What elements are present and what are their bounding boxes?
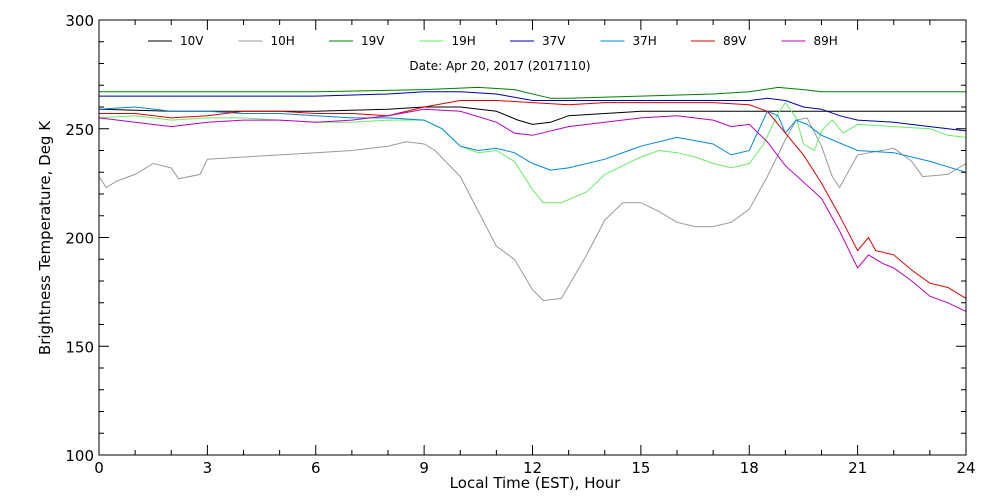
- series-line-89h: [98, 108, 967, 312]
- series-line-10v: [98, 106, 966, 125]
- series-line-37h: [98, 106, 967, 173]
- tick-layer: 0 3 6 9 12 15 18 21 24 100 150 200 250 300: [65, 12, 975, 477]
- legend-label: 10H: [271, 34, 295, 48]
- legend-item-19v: 19V: [329, 34, 385, 48]
- y-tick-label: 300: [65, 12, 94, 30]
- y-axis-title: Brightness Temperature, Deg K: [36, 120, 54, 355]
- x-tick-label: 18: [740, 459, 759, 477]
- legend-label: 89H: [814, 34, 838, 48]
- legend-label: 37V: [542, 34, 566, 48]
- x-tick-label: 0: [94, 459, 104, 477]
- legend-item-37v: 37V: [510, 34, 566, 48]
- legend-item-10v: 10V: [148, 34, 204, 48]
- x-tick-label: 3: [203, 459, 213, 477]
- legend-item-10h: 10H: [238, 34, 295, 48]
- x-tick-label: 24: [956, 459, 975, 477]
- y-tick-label: 100: [65, 447, 94, 465]
- legend-item-89v: 89V: [691, 34, 747, 48]
- legend-item-19h: 19H: [419, 34, 476, 48]
- series-line-37v: [99, 91, 967, 132]
- legend-label: 19V: [361, 34, 385, 48]
- series-line-19v: [99, 86, 966, 99]
- legend-item-37h: 37H: [600, 34, 657, 48]
- x-tick-label: 12: [523, 459, 542, 477]
- x-tick-label: 9: [419, 459, 429, 477]
- legend: 10V 10H 19V 19H 37V 37H 89V 89H: [148, 34, 838, 48]
- series-line-89v: [99, 100, 967, 299]
- x-tick-label: 21: [848, 459, 867, 477]
- series-line-19h: [98, 101, 967, 204]
- y-tick-label: 150: [65, 338, 94, 356]
- series-line-10h: [98, 117, 967, 302]
- plot-frame: [98, 19, 967, 456]
- legend-label: 19H: [452, 34, 476, 48]
- chart-title: Date: Apr 20, 2017 (2017110): [409, 59, 590, 73]
- x-tick-label: 6: [311, 459, 321, 477]
- y-tick-label: 250: [65, 121, 94, 139]
- legend-label: 89V: [723, 34, 747, 48]
- series-layer: [98, 86, 967, 312]
- x-axis-title: Local Time (EST), Hour: [450, 474, 621, 492]
- x-tick-label: 15: [631, 459, 650, 477]
- legend-item-89h: 89H: [781, 34, 838, 48]
- y-tick-label: 200: [65, 230, 94, 248]
- legend-label: 10V: [180, 34, 204, 48]
- legend-label: 37H: [633, 34, 657, 48]
